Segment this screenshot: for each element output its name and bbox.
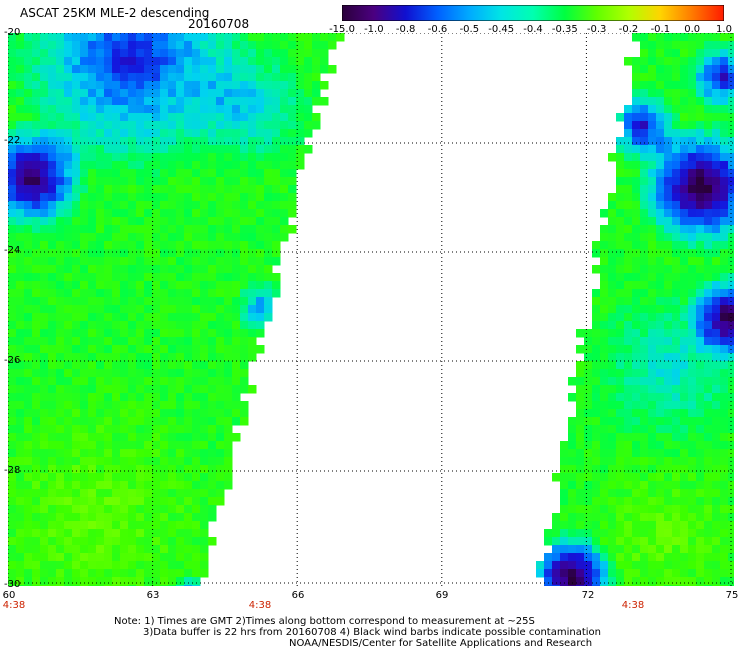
wind-map	[8, 33, 734, 586]
lat-label: -22	[4, 135, 21, 146]
colorbar-tick: -0.3	[586, 24, 607, 35]
lon-label: 66	[291, 590, 305, 601]
lat-label: -20	[4, 27, 21, 38]
colorbar-tick: -0.8	[395, 24, 416, 35]
colorbar-tick: -15.0	[329, 24, 355, 35]
lat-label: -28	[4, 465, 21, 476]
colorbar-gradient	[342, 5, 724, 21]
colorbar-tick: -0.45	[488, 24, 515, 35]
lat-label: -26	[4, 355, 21, 366]
note-line-1: Note: 1) Times are GMT 2)Times along bot…	[114, 616, 535, 627]
product-title: ASCAT 25KM MLE-2 descending	[20, 6, 210, 20]
colorbar-tick: -0.2	[618, 24, 639, 35]
time-label: 4:38	[2, 600, 26, 611]
time-label: 4:38	[621, 600, 645, 611]
lat-label: -30	[4, 579, 21, 590]
lon-label: 75	[725, 590, 739, 601]
colorbar-tick: -0.5	[459, 24, 480, 35]
colorbar	[342, 5, 724, 21]
lon-label: 72	[581, 590, 595, 601]
note-line-3: NOAA/NESDIS/Center for Satellite Applica…	[289, 638, 593, 649]
colorbar-tick: -0.6	[427, 24, 448, 35]
colorbar-tick: -0.35	[551, 24, 578, 35]
lon-label: 60	[2, 590, 16, 601]
product-date: 20160708	[188, 17, 250, 31]
colorbar-tick: -0.4	[523, 24, 543, 35]
lon-label: 63	[146, 590, 160, 601]
colorbar-tick: 0.0	[684, 24, 701, 35]
note-line-2: 3)Data buffer is 22 hrs from 20160708 4)…	[143, 627, 601, 638]
lon-label: 69	[435, 590, 449, 601]
colorbar-tick: -1.0	[364, 24, 384, 35]
colorbar-tick: -0.1	[650, 24, 671, 35]
time-label: 4:38	[248, 600, 272, 611]
colorbar-tick: 1.0	[716, 24, 732, 35]
lat-label: -24	[4, 245, 21, 256]
